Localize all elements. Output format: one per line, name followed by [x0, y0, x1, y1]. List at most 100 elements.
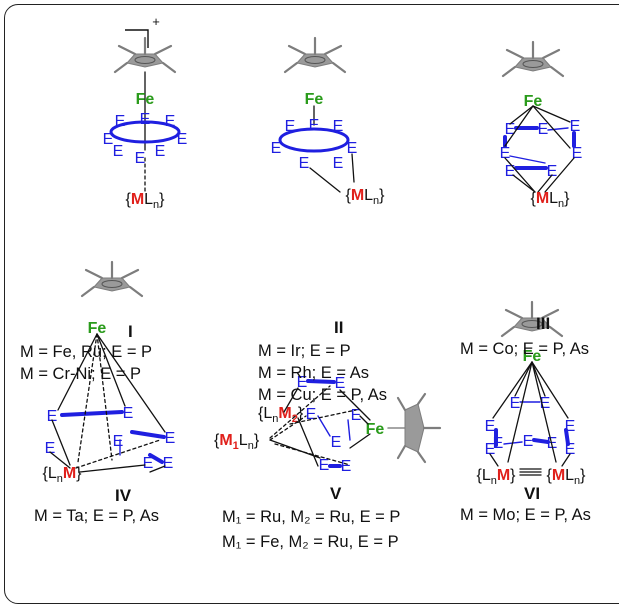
element-E-label: E: [299, 155, 310, 172]
bond-line: [96, 333, 166, 433]
element-E-label: E: [135, 150, 146, 167]
bond-line: [96, 333, 126, 407]
numeral-V: V: [330, 484, 342, 503]
caption-III-1: M = Co; E = P, As: [460, 340, 590, 358]
bond-line: [537, 174, 553, 193]
structures-diagram: +FeE E EE EE E E{MLn}FeE E EE EE E{MLn}FeE E EE EE E{…: [42, 14, 586, 487]
E6-ring-circle: [109, 120, 181, 144]
cp-methyl-line: [331, 61, 347, 74]
element-E-label: E: [485, 418, 496, 435]
bond-line: [489, 453, 499, 467]
M2-fragment-label: {LnM2}: [258, 405, 304, 425]
cp-methyl-line: [80, 285, 96, 298]
charge-label: +: [152, 14, 160, 29]
element-E-label: E: [113, 143, 124, 160]
bond-line: [514, 361, 533, 397]
cp-methyl-line: [396, 396, 407, 412]
element-E-label: E: [565, 418, 576, 435]
cp-methyl-line: [504, 308, 524, 320]
cp-methyl-line: [161, 61, 177, 74]
iron-label: Fe: [136, 91, 155, 108]
bond-line: [504, 105, 534, 147]
bond-line: [57, 333, 98, 411]
caption-V-1: M₁ = Ru, M₂ = Ru, E = P: [222, 508, 401, 526]
M1-fragment-label: {M1Ln}: [214, 432, 260, 452]
E-E-bond: [148, 453, 164, 464]
element-E-label: E: [351, 407, 362, 424]
bond-line: [507, 361, 533, 463]
metal-fragment-label: {LnM}: [476, 467, 516, 487]
bond-line: [561, 453, 571, 467]
bond-line: [51, 419, 71, 466]
caption-IV-1: M = Ta; E = P, As: [34, 507, 160, 525]
bond-line: [509, 105, 534, 125]
element-E-label: E: [547, 163, 558, 180]
bond-line: [283, 387, 299, 413]
element-E-label: E: [165, 430, 176, 447]
element-E-label: E: [505, 121, 516, 138]
bond-line: [269, 385, 331, 439]
element-E-label: E: [331, 434, 342, 451]
cp-methyl-line: [548, 325, 564, 338]
element-E-label: E: [538, 121, 549, 138]
element-E-label: E: [333, 155, 344, 172]
bond-line: [339, 389, 371, 421]
numeral-VI: VI: [524, 484, 541, 503]
bond-line: [531, 361, 569, 419]
bond-line: [297, 417, 319, 467]
element-E-label: E: [271, 140, 282, 157]
element-E-label: E: [523, 433, 534, 450]
E-E-bond: [564, 428, 570, 446]
bond-line: [351, 153, 355, 183]
bond-line: [544, 157, 575, 193]
cp-methyl-line: [416, 450, 427, 464]
element-E-label: E: [163, 455, 174, 472]
bond-line: [512, 174, 536, 193]
element-E-label: E: [285, 118, 296, 135]
metal-fragment-label: {MLn}: [546, 467, 586, 487]
iron-label: Fe: [305, 91, 324, 108]
cp-methyl-line: [113, 61, 129, 74]
element-E-label: E: [565, 441, 576, 458]
bond-line: [289, 409, 357, 425]
E-E-bond: [532, 438, 550, 444]
element-E-label: E: [155, 143, 166, 160]
element-E-label: E: [123, 405, 134, 422]
element-E-label: E: [333, 118, 344, 135]
bond-line: [531, 361, 546, 397]
element-E-label: E: [319, 457, 330, 474]
element-E-label: E: [335, 375, 346, 392]
element-E-label: E: [309, 117, 320, 134]
caption-VI-1: M = Mo; E = P, As: [460, 506, 591, 524]
numeral-I: I: [128, 322, 133, 341]
cp-ring-icon: [404, 403, 425, 453]
bond-line: [504, 157, 536, 193]
cp-methyl-line: [505, 48, 525, 60]
numeral-III: III: [536, 314, 551, 333]
caption-I-1: M = Fe, Ru; E = P: [20, 343, 153, 361]
cp-methyl-line: [128, 285, 144, 298]
element-E-label: E: [500, 145, 511, 162]
element-E-label: E: [47, 408, 58, 425]
metal-fragment-label: {MLn}: [345, 187, 385, 207]
element-E-label: E: [115, 113, 126, 130]
E-E-bond: [317, 415, 331, 437]
bond-line: [75, 439, 161, 469]
cp-methyl-line: [540, 308, 560, 320]
cp-ring-circle: [101, 280, 123, 288]
E-E-bond: [509, 155, 546, 164]
element-E-label: E: [347, 140, 358, 157]
numeral-IV: IV: [115, 486, 132, 505]
bond-line: [77, 333, 98, 463]
caption-II-3: M = Cu; E = P, As: [258, 386, 388, 404]
element-E-label: E: [297, 374, 308, 391]
element-E-label: E: [572, 145, 583, 162]
cp-methyl-line: [541, 48, 561, 60]
element-E-label: E: [510, 395, 521, 412]
bond-line: [269, 415, 307, 441]
metal-fragment-label: {MLn}: [125, 191, 165, 211]
cp-methyl-line: [500, 325, 516, 338]
element-E-label: E: [177, 131, 188, 148]
iron-label: Fe: [524, 93, 543, 110]
cp-methyl-line: [84, 268, 104, 280]
